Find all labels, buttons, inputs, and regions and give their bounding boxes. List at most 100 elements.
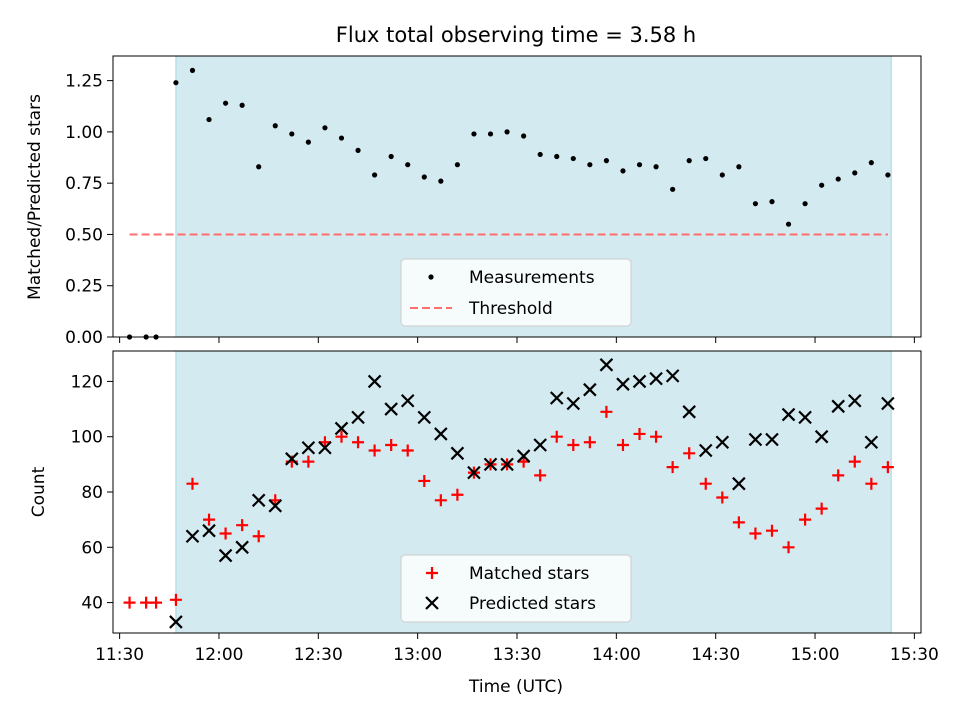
- matched-star-point: [583, 436, 596, 449]
- predicted-star-point: [831, 399, 845, 414]
- predicted-star-point: [549, 391, 564, 405]
- matched-star-point: [434, 494, 447, 507]
- matched-star-point: [302, 455, 315, 468]
- legend-measurements-marker: [428, 274, 434, 280]
- measurement-point: [189, 67, 196, 73]
- ratio-y-axis-label: Matched/Predicted stars: [25, 94, 45, 300]
- measurement-point: [239, 102, 245, 108]
- predicted-star-point: [285, 452, 299, 466]
- x-tick-label: 15:30: [890, 645, 939, 665]
- measurement-point: [504, 129, 510, 135]
- matched-star-point: [666, 461, 679, 474]
- measurement-point: [405, 162, 411, 168]
- x-tick-label: 11:30: [95, 645, 144, 665]
- matched-star-point: [368, 444, 381, 457]
- y-tick-label: 1.00: [65, 123, 103, 143]
- measurement-point: [222, 100, 229, 106]
- matched-star-point: [650, 430, 663, 443]
- matched-star-point: [699, 477, 712, 490]
- measurement-point: [736, 164, 742, 170]
- measurement-point: [603, 158, 610, 164]
- predicted-star-point: [566, 396, 581, 411]
- predicted-star-point: [599, 358, 614, 372]
- predicted-star-point: [715, 435, 730, 450]
- predicted-star-point: [798, 410, 812, 425]
- predicted-star-point: [185, 529, 200, 544]
- measurement-point: [719, 172, 725, 178]
- x-axis-label: Time (UTC): [468, 677, 563, 697]
- matched-star-point: [186, 477, 199, 490]
- measurement-point: [785, 221, 792, 227]
- y-tick-label: 0.75: [65, 174, 103, 194]
- predicted-star-point: [781, 407, 796, 422]
- predicted-star-point: [881, 396, 895, 411]
- predicted-star-point: [218, 548, 233, 563]
- matched-star-point: [716, 491, 729, 504]
- count-panel: 40 60 80 100 120 11:30 12:00 12:30 13:00 13:30 14…: [29, 350, 939, 697]
- predicted-star-point: [417, 410, 432, 425]
- legend-threshold-label: Threshold: [468, 299, 553, 319]
- y-tick-label: 120: [71, 372, 103, 392]
- measurement-point: [454, 162, 460, 168]
- measurement-point: [521, 133, 527, 139]
- matched-star-point: [832, 469, 845, 482]
- predicted-star-point: [748, 432, 763, 447]
- matched-star-point: [815, 502, 828, 515]
- matched-star-point: [865, 477, 878, 490]
- matched-star-point: [150, 596, 163, 609]
- ratio-legend-box: [400, 258, 632, 327]
- predicted-star-point: [467, 465, 481, 480]
- measurement-point: [686, 158, 692, 164]
- measurement-point: [421, 174, 427, 180]
- measurement-point: [819, 182, 825, 188]
- measurement-point: [438, 178, 444, 184]
- matched-star-point: [848, 455, 861, 468]
- measurement-point: [355, 147, 361, 153]
- measurement-point: [885, 172, 891, 178]
- matched-star-point: [252, 530, 265, 543]
- measurement-point: [835, 176, 841, 182]
- predicted-star-point: [384, 402, 398, 416]
- predicted-star-point: [814, 429, 829, 444]
- matched-star-point: [335, 430, 348, 443]
- measurement-point: [289, 131, 295, 137]
- matched-star-point: [385, 439, 398, 451]
- measurement-point: [587, 162, 593, 168]
- predicted-star-point: [450, 446, 465, 461]
- measurement-point: [752, 201, 759, 207]
- predicted-star-point: [516, 449, 531, 463]
- count-y-axis-label: Count: [29, 466, 49, 517]
- measurement-point: [537, 151, 543, 158]
- y-tick-label: 1.25: [65, 72, 103, 92]
- measurement-point: [620, 168, 626, 174]
- predicted-star-point: [235, 540, 249, 555]
- legend-measurements-label: Measurements: [469, 268, 595, 288]
- measurement-point: [554, 153, 560, 160]
- predicted-star-point: [682, 405, 696, 419]
- predicted-star-point: [202, 523, 216, 538]
- count-legend: Matched stars Predicted stars: [400, 554, 632, 623]
- x-tick-label: 13:00: [393, 645, 442, 665]
- matched-star-point: [782, 541, 795, 554]
- predicted-star-point: [268, 499, 283, 513]
- matched-star-point: [401, 444, 414, 457]
- matched-star-point: [203, 513, 216, 526]
- predicted-star-point: [864, 435, 879, 450]
- measurement-point: [206, 116, 212, 123]
- measurement-point: [372, 172, 378, 178]
- measurement-point: [769, 199, 775, 205]
- predicted-star-point: [533, 438, 547, 452]
- measurement-point: [868, 160, 874, 166]
- measurement-point: [272, 123, 278, 129]
- legend-matched-label: Matched stars: [469, 564, 589, 584]
- matched-star-point: [451, 488, 464, 501]
- predicted-star-point: [318, 440, 332, 455]
- x-tick-label: 12:30: [294, 645, 343, 665]
- y-tick-label: 40: [81, 594, 103, 614]
- matched-star-point: [732, 516, 745, 529]
- measurement-point: [852, 170, 858, 176]
- measurement-point: [305, 139, 311, 145]
- measurement-point: [471, 131, 477, 137]
- y-tick-label: 0.50: [65, 225, 103, 245]
